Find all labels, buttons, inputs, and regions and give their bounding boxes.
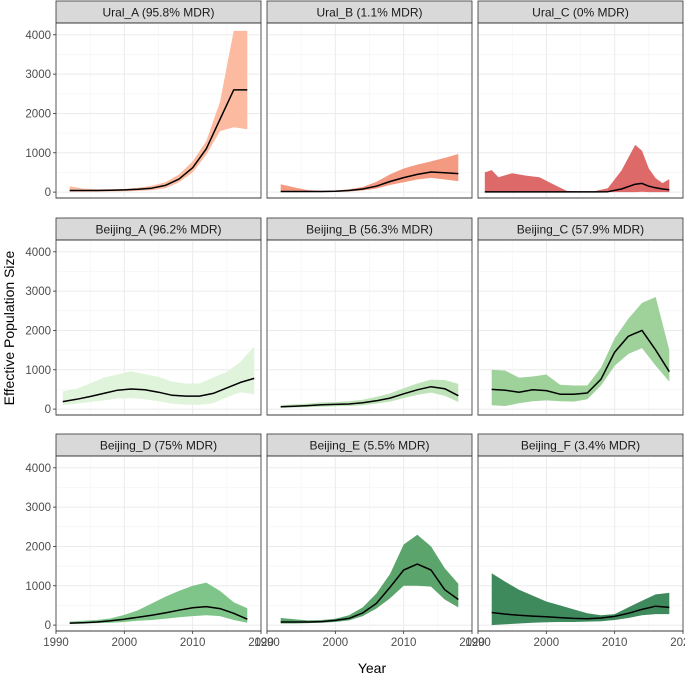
median-line [69, 89, 248, 192]
facet-title: Ural_B (1.1% MDR) [316, 6, 422, 20]
y-tick-label: 0 [45, 404, 51, 416]
facet-panel: Beijing_F (3.4% MDR) 1990 2000 2010 2020 [465, 433, 685, 649]
x-tick-label: 2000 [534, 637, 560, 649]
y-tick-label: 1000 [25, 581, 51, 593]
credible-interval-ribbon [280, 534, 459, 624]
panel-border [55, 22, 262, 199]
panel-border [266, 455, 473, 632]
credible-interval-ribbon [491, 573, 670, 626]
y-tick-label: 2000 [25, 325, 51, 337]
y-tick-label: 0 [45, 620, 51, 632]
y-tick-label: 2000 [25, 541, 51, 553]
median-line [280, 171, 459, 193]
y-tick-label: 4000 [25, 247, 51, 259]
x-tick-label: 2000 [323, 637, 349, 649]
x-tick-label: 1990 [43, 637, 69, 649]
credible-interval-ribbon [484, 144, 670, 193]
median-line [69, 605, 248, 624]
panel-border [477, 22, 684, 199]
x-tick-label: 2020 [459, 637, 485, 649]
panel-border [477, 239, 684, 416]
facet-title: Beijing_B (56.3% MDR) [306, 223, 433, 237]
facet-title: Ural_C (0% MDR) [532, 6, 629, 20]
credible-interval-ribbon [491, 297, 670, 406]
median-line [62, 377, 255, 403]
panel-border [55, 239, 262, 416]
y-tick-label: 3000 [25, 502, 51, 514]
facet-title: Beijing_F (3.4% MDR) [521, 439, 640, 453]
x-tick-label: 2010 [602, 637, 628, 649]
median-line [491, 329, 670, 395]
y-tick-label: 0 [45, 187, 51, 199]
facet-title: Beijing_A (96.2% MDR) [95, 223, 221, 237]
y-tick-label: 1000 [25, 365, 51, 377]
x-tick-label: 2020 [670, 637, 685, 649]
median-line [491, 605, 670, 620]
credible-interval-ribbon [69, 582, 248, 624]
facet-panel: Beijing_A (96.2% MDR) 0 1000 2000 3000 4000 [25, 217, 262, 416]
y-tick-label: 4000 [25, 463, 51, 475]
credible-interval-ribbon [69, 30, 248, 192]
facet-title: Beijing_D (75% MDR) [100, 439, 217, 453]
facet-panel: Ural_A (95.8% MDR) 0 1000 2000 3000 4000 [25, 0, 262, 199]
y-tick-label: 2000 [25, 108, 51, 120]
panel-border [266, 22, 473, 199]
median-line [484, 182, 670, 193]
median-line [280, 563, 459, 623]
median-line [280, 385, 459, 408]
facet-title: Ural_A (95.8% MDR) [102, 6, 214, 20]
x-tick-label: 2010 [180, 637, 206, 649]
panel-border [55, 455, 262, 632]
facet-panel: Ural_B (1.1% MDR) [266, 0, 473, 199]
credible-interval-ribbon [280, 379, 459, 408]
credible-interval-ribbon [62, 346, 255, 406]
y-axis-title: Effective Population Size [1, 250, 17, 405]
facet-panel: Beijing_D (75% MDR) 0 1000 2000 3000 4000 1990… [25, 433, 274, 649]
x-tick-label: 2010 [391, 637, 417, 649]
y-tick-label: 3000 [25, 286, 51, 298]
x-tick-label: 1990 [254, 637, 280, 649]
x-tick-label: 2020 [248, 637, 274, 649]
facet-panel: Ural_C (0% MDR) [477, 0, 684, 199]
facet-panel: Beijing_B (56.3% MDR) [266, 217, 473, 416]
panel-border [266, 239, 473, 416]
y-tick-label: 4000 [25, 30, 51, 42]
x-axis-title: Year [358, 660, 387, 676]
y-tick-label: 1000 [25, 148, 51, 160]
facet-panel: Beijing_E (5.5% MDR) 1990 2000 2010 2020 [254, 433, 485, 649]
facet-title: Beijing_E (5.5% MDR) [309, 439, 429, 453]
y-tick-label: 3000 [25, 69, 51, 81]
panel-border [477, 455, 684, 632]
facet-panel: Beijing_C (57.9% MDR) [477, 217, 684, 416]
x-tick-label: 1990 [465, 637, 491, 649]
x-tick-label: 2000 [112, 637, 138, 649]
facet-title: Beijing_C (57.9% MDR) [517, 223, 644, 237]
